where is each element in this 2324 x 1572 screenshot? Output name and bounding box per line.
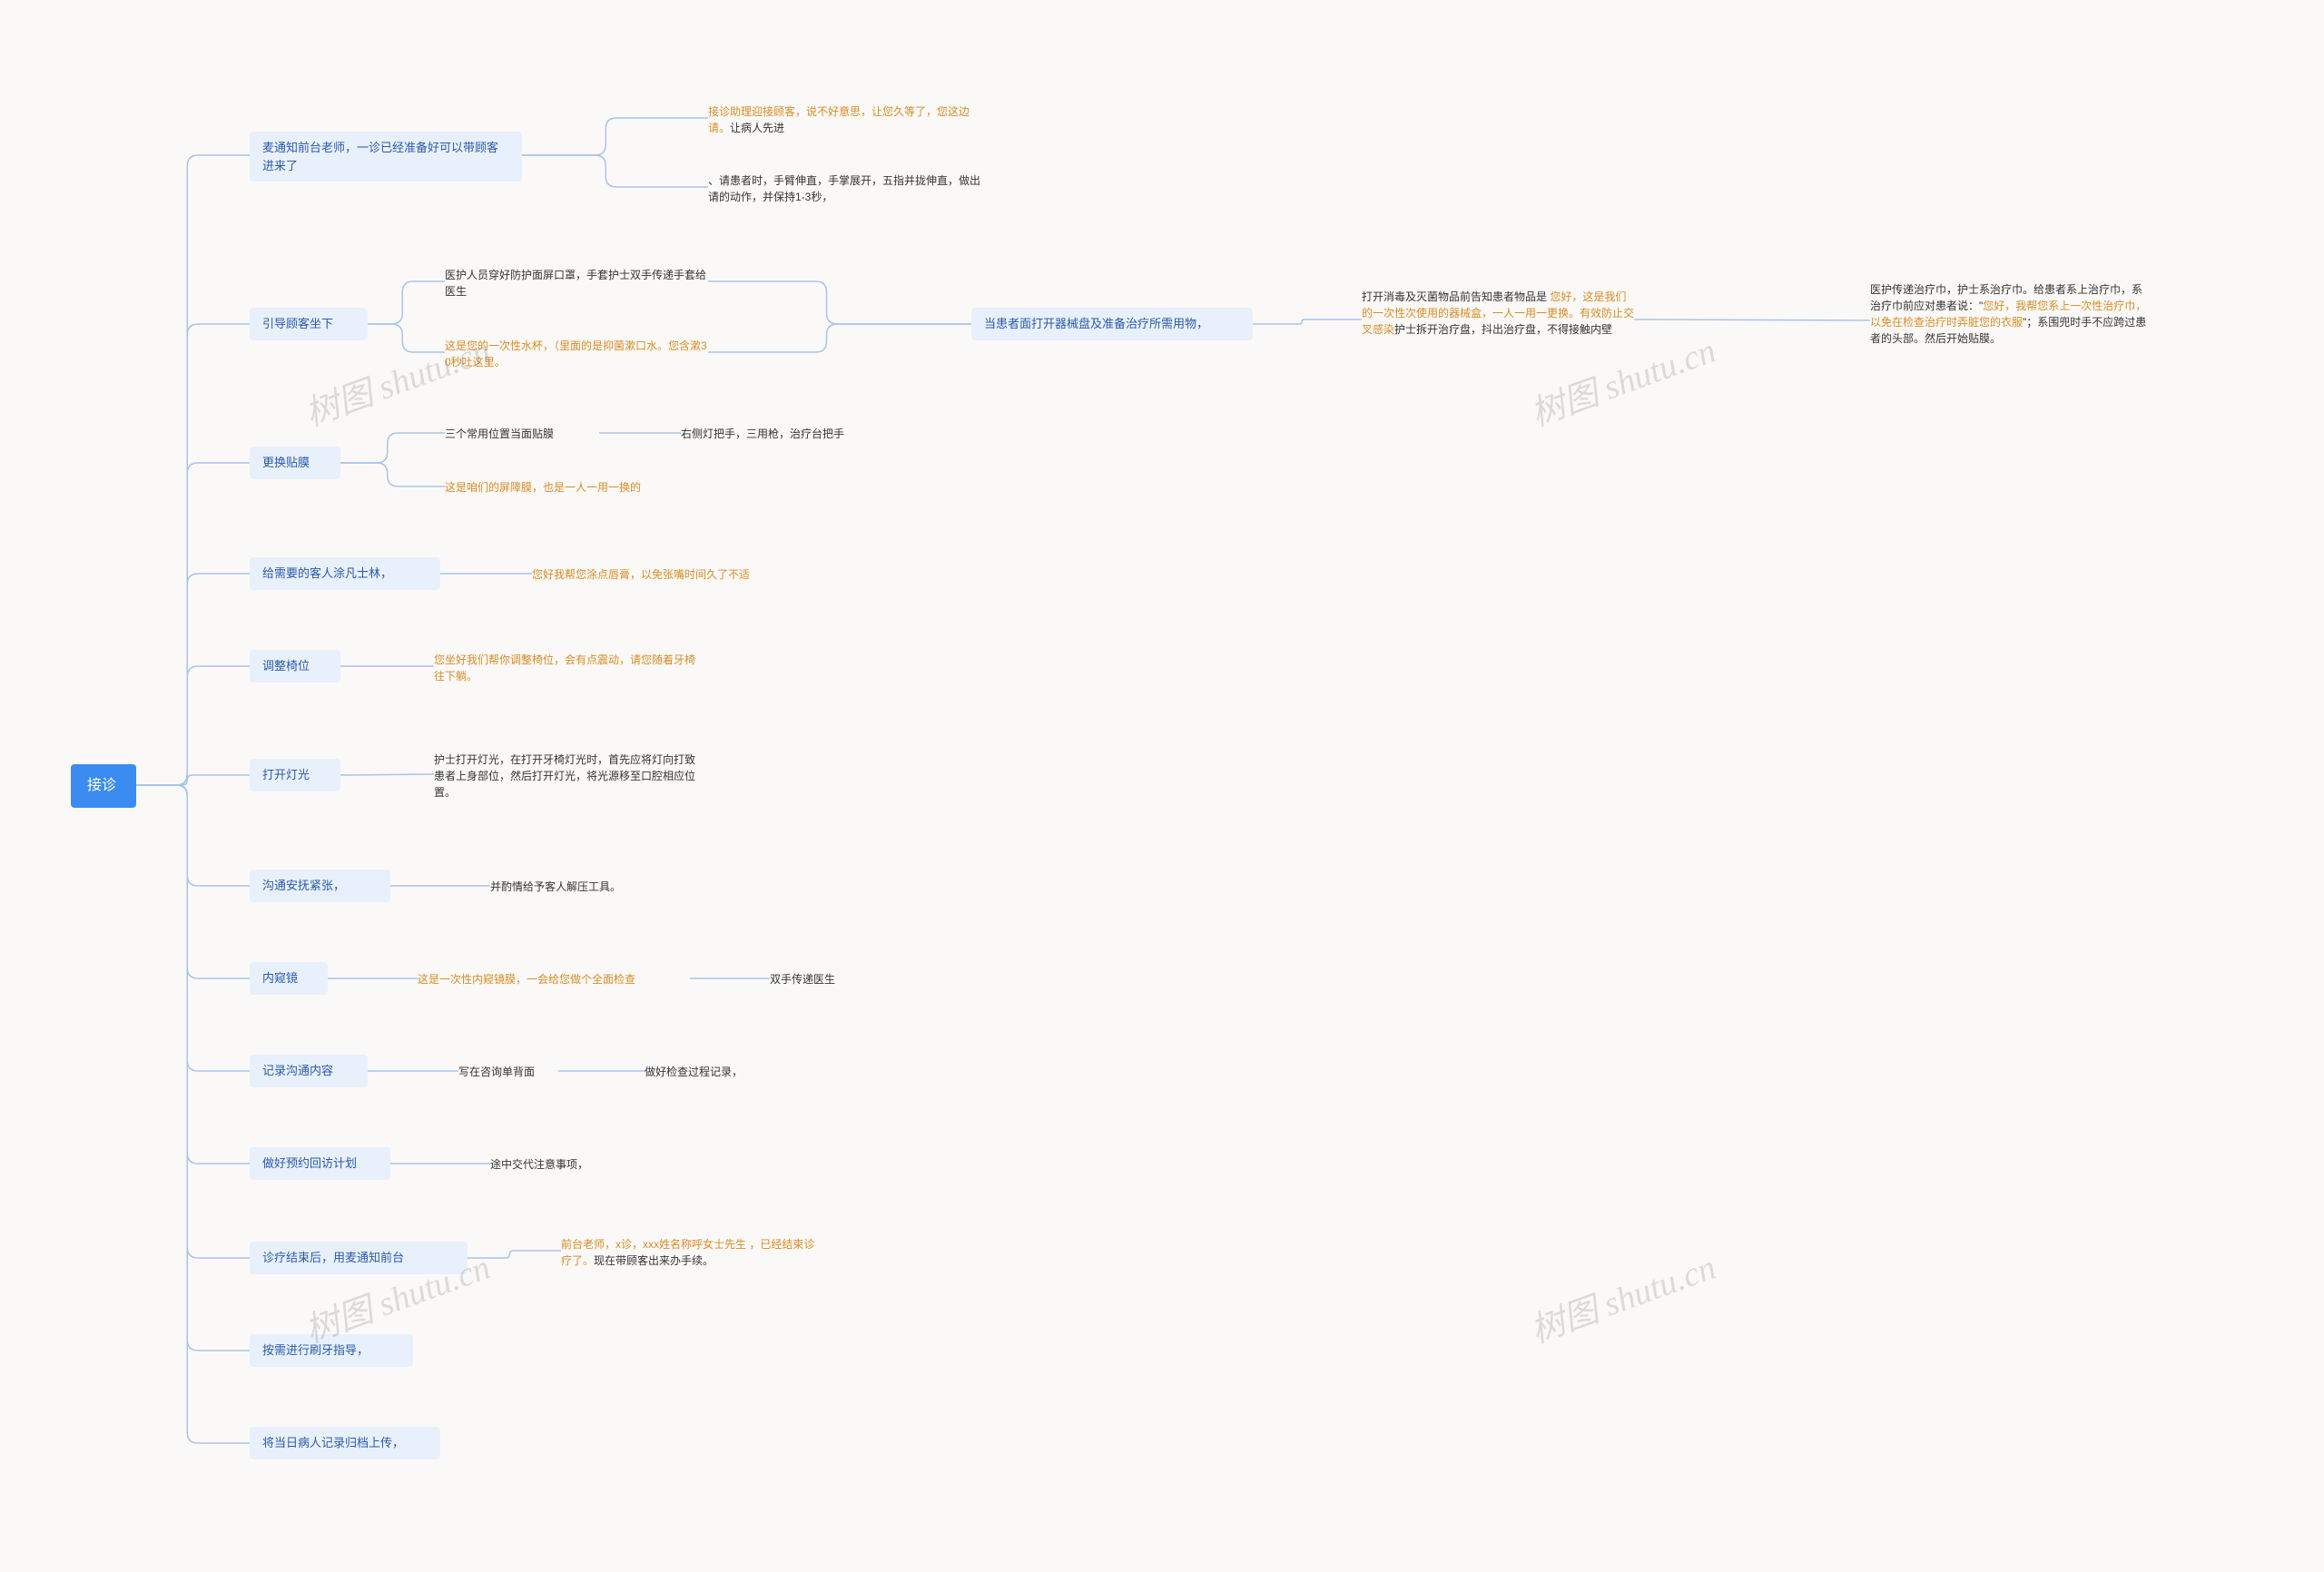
mindmap-node[interactable]: 医护人员穿好防护面屏口罩，手套护士双手传递手套给医生: [445, 265, 708, 301]
mindmap-node[interactable]: 三个常用位置当面贴膜: [445, 424, 599, 444]
mindmap-node[interactable]: 引导顾客坐下: [250, 308, 368, 340]
mindmap-node[interactable]: 麦通知前台老师，一诊已经准备好可以带顾客进来了: [250, 132, 522, 182]
mindmap-node[interactable]: 、请患者时，手臂伸直，手掌展开，五指并拢伸直，做出请的动作，并保持1-3秒，: [708, 171, 980, 207]
mindmap-node[interactable]: 这是咱们的屏障膜，也是一人一用一换的: [445, 477, 681, 497]
mindmap-node[interactable]: 更换贴膜: [250, 447, 340, 479]
mindmap-node[interactable]: 医护传递治疗巾，护士系治疗巾。给患者系上治疗巾，系治疗巾前应对患者说："您好，我…: [1870, 280, 2152, 349]
mindmap-node[interactable]: 双手传递医生: [770, 969, 861, 989]
mindmap-node[interactable]: 写在咨询单背面: [458, 1062, 558, 1082]
mindmap-node[interactable]: 沟通安抚紧张，: [250, 870, 390, 902]
mindmap-node[interactable]: 途中交代注意事项，: [490, 1154, 608, 1174]
mindmap-node[interactable]: 给需要的客人涂凡士林，: [250, 557, 440, 590]
mindmap-node[interactable]: 做好检查过程记录，: [645, 1062, 772, 1082]
mindmap-node[interactable]: 调整椅位: [250, 650, 340, 683]
mindmap-node[interactable]: 按需进行刷牙指导，: [250, 1334, 413, 1367]
mindmap-node[interactable]: 打开消毒及灭菌物品前告知患者物品是 您好，这是我们的一次性次使用的器械盒，一人一…: [1362, 287, 1634, 339]
mindmap-node[interactable]: 接诊助理迎接顾客，说不好意思，让您久等了，您这边请。让病人先进: [708, 102, 980, 138]
watermark: 树图 shutu.cn: [1522, 1239, 1721, 1352]
mindmap-node[interactable]: 护士打开灯光，在打开牙椅灯光时，首先应将灯向打致患者上身部位，然后打开灯光，将光…: [434, 750, 697, 802]
mindmap-node[interactable]: 这是您的一次性水杯，（里面的是抑菌漱口水。您含漱30秒吐这里。: [445, 336, 708, 372]
mindmap-node[interactable]: 接诊: [71, 764, 136, 808]
mindmap-node[interactable]: 这是一次性内窥镜膜，一会给您做个全面检查: [418, 969, 690, 989]
mindmap-node[interactable]: 打开灯光: [250, 759, 340, 791]
mindmap-node[interactable]: 您坐好我们帮你调整椅位，会有点震动，请您随着牙椅往下躺。: [434, 650, 697, 686]
mindmap-node[interactable]: 诊疗结束后，用麦通知前台: [250, 1242, 468, 1274]
mindmap-node[interactable]: 内窥镜: [250, 962, 328, 995]
mindmap-node[interactable]: 前台老师，x诊，xxx姓名称呼女士先生 ，已经结束诊疗了。现在带顾客出来办手续。: [561, 1234, 824, 1271]
mindmap-node[interactable]: 当患者面打开器械盘及准备治疗所需用物，: [971, 308, 1253, 340]
mindmap-node[interactable]: 记录沟通内容: [250, 1055, 368, 1087]
mindmap-node[interactable]: 您好我帮您涂点唇膏，以免张嘴时间久了不适: [532, 565, 786, 585]
mindmap-node[interactable]: 将当日病人记录归档上传，: [250, 1427, 440, 1459]
mindmap-node[interactable]: 做好预约回访计划: [250, 1147, 390, 1180]
mindmap-node[interactable]: 并酌情给予客人解压工具。: [490, 877, 672, 897]
mindmap-node[interactable]: 右侧灯把手，三用枪，治疗台把手: [681, 424, 890, 444]
